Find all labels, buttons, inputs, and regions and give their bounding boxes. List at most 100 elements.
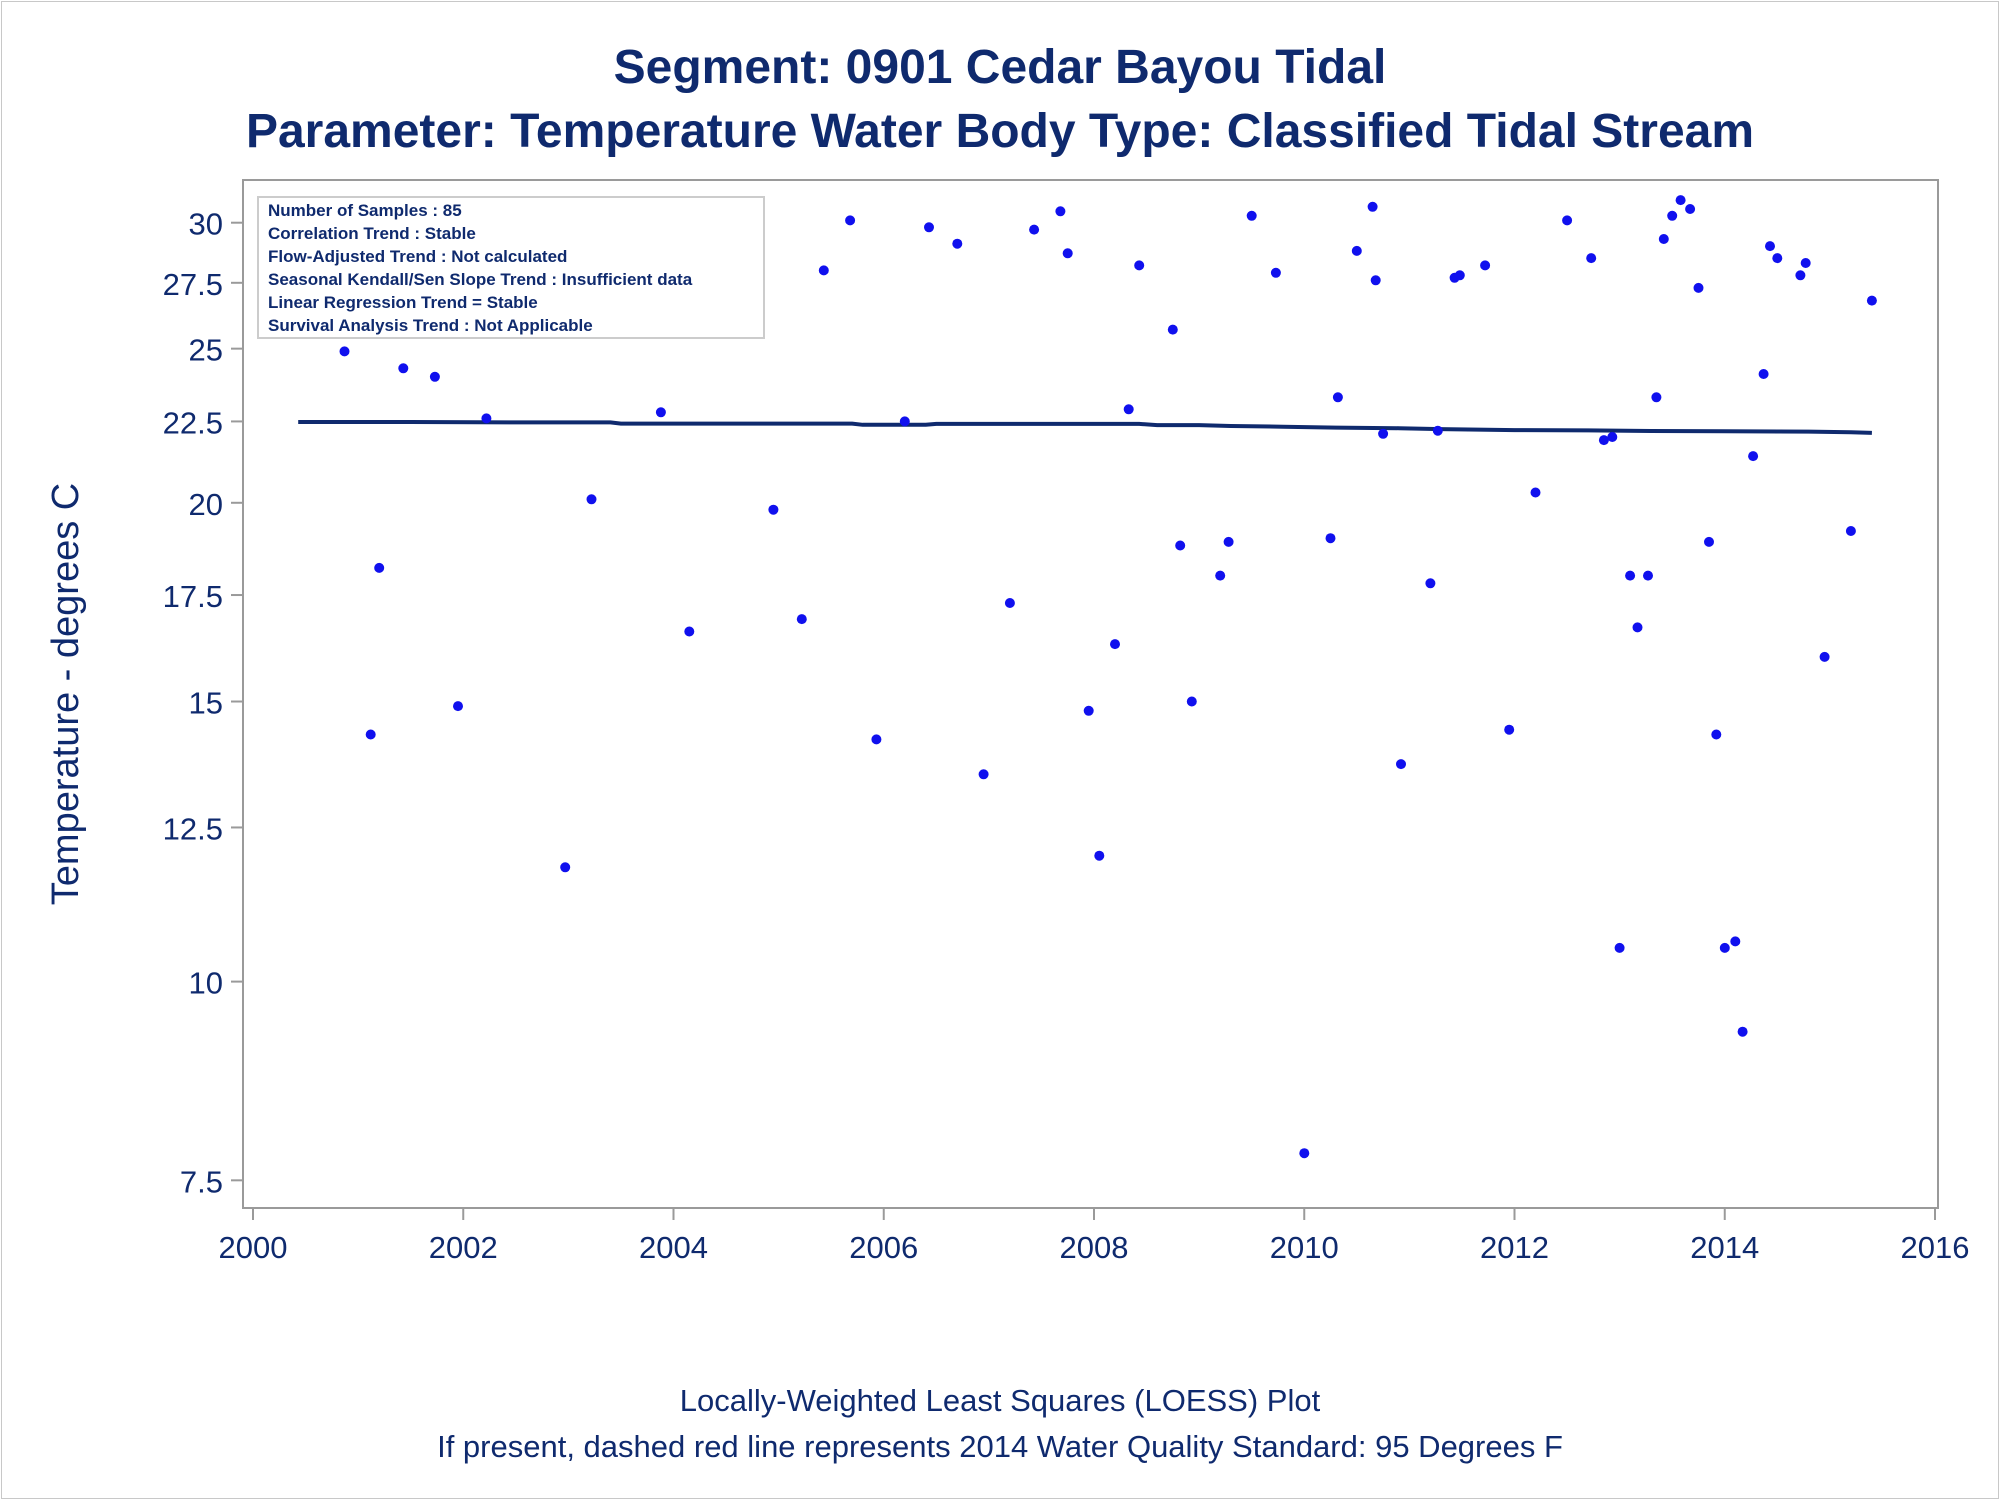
x-tick-label: 2010 — [1270, 1230, 1339, 1265]
y-axis-label: Temperature - degrees C — [45, 483, 87, 905]
sample-point — [374, 562, 385, 573]
sample-point — [1367, 201, 1378, 212]
sample-point — [1504, 724, 1515, 735]
sample-point — [1711, 729, 1722, 740]
sample-point — [1480, 260, 1491, 271]
y-tick-label: 15 — [189, 686, 223, 721]
sample-point — [1094, 850, 1105, 861]
sample-point — [1270, 267, 1281, 278]
legend-correlation-trend: Correlation Trend : Stable — [268, 224, 476, 243]
sample-point — [978, 769, 989, 780]
y-tick-label: 30 — [189, 207, 223, 242]
sample-point — [1175, 540, 1186, 551]
sample-point — [453, 701, 463, 712]
sample-point — [398, 363, 409, 374]
sample-point — [1562, 215, 1573, 226]
y-tick-label: 27.5 — [163, 267, 223, 302]
sample-point — [586, 494, 597, 505]
sample-point — [1675, 195, 1686, 206]
sample-point — [1186, 696, 1197, 707]
stats-legend: Number of Samples : 85 Correlation Trend… — [257, 196, 765, 339]
sample-point — [365, 729, 376, 740]
sample-point — [1795, 270, 1806, 281]
sample-point — [1325, 533, 1336, 544]
sample-point — [1055, 206, 1066, 217]
legend-survival-analysis-trend: Survival Analysis Trend : Not Applicable — [268, 316, 593, 335]
stats-legend-box — [257, 196, 765, 339]
sample-point — [1719, 942, 1730, 953]
sample-point — [845, 215, 856, 226]
sample-point — [1351, 245, 1362, 256]
legend-number-of-samples: Number of Samples : 85 — [268, 201, 462, 220]
sample-point — [1758, 369, 1769, 379]
legend-seasonal-kendall-trend: Seasonal Kendall/Sen Slope Trend : Insuf… — [268, 270, 693, 289]
sample-point — [871, 734, 882, 745]
sample-point — [924, 222, 934, 233]
legend-flow-adjusted-trend: Flow-Adjusted Trend : Not calculated — [268, 247, 567, 266]
sample-point — [1083, 705, 1094, 716]
y-axis: 7.5 10 12.5 15 17.5 20 22.5 25 27.5 30 — [163, 207, 243, 1199]
sample-point — [429, 371, 440, 382]
sample-point — [899, 416, 910, 427]
sample-point — [1651, 392, 1662, 403]
sample-point — [1029, 224, 1040, 235]
y-tick-label: 22.5 — [163, 405, 223, 440]
sample-point — [1378, 428, 1389, 439]
sample-point — [1685, 204, 1696, 214]
sample-point — [1748, 451, 1759, 462]
sample-point — [1110, 639, 1120, 650]
sample-point — [1215, 570, 1226, 581]
sample-point — [1432, 425, 1443, 436]
y-tick-label: 25 — [189, 333, 223, 368]
sample-point — [1123, 404, 1134, 415]
sample-point — [1614, 942, 1625, 953]
sample-point — [1845, 526, 1856, 536]
y-tick-label: 12.5 — [163, 811, 223, 846]
footnote-water-quality-standard: If present, dashed red line represents 2… — [437, 1429, 1563, 1464]
x-tick-label: 2006 — [849, 1230, 918, 1265]
sample-point — [560, 862, 571, 873]
sample-point — [1667, 210, 1678, 221]
sample-point — [1819, 651, 1830, 662]
sample-point — [1598, 435, 1609, 446]
y-tick-label: 17.5 — [163, 579, 223, 614]
loess-fit-path — [298, 420, 1872, 435]
sample-point — [1800, 258, 1811, 268]
sample-point — [1643, 570, 1653, 581]
sample-point — [1607, 432, 1618, 442]
x-tick-label: 2008 — [1060, 1230, 1129, 1265]
x-tick-label: 2004 — [639, 1230, 708, 1265]
sample-point — [1737, 1026, 1748, 1037]
sample-point — [1866, 295, 1877, 306]
x-tick-label: 2014 — [1690, 1230, 1759, 1265]
sample-point — [1299, 1148, 1310, 1159]
sample-point — [339, 346, 350, 357]
sample-point — [768, 504, 779, 515]
sample-point — [1693, 282, 1704, 293]
sample-point — [1632, 622, 1643, 633]
x-tick-label: 2016 — [1901, 1230, 1970, 1265]
sample-point — [481, 413, 492, 424]
footnote-loess: Locally-Weighted Least Squares (LOESS) P… — [680, 1383, 1321, 1418]
x-tick-label: 2002 — [429, 1230, 498, 1265]
sample-point — [1658, 234, 1669, 244]
sample-point — [818, 265, 829, 276]
sample-points — [293, 195, 1877, 1159]
x-tick-label: 2000 — [219, 1230, 288, 1265]
sample-point — [1425, 578, 1436, 589]
sample-point — [1246, 210, 1257, 221]
sample-point — [1167, 324, 1178, 335]
sample-point — [655, 407, 666, 418]
sample-point — [1396, 759, 1406, 770]
sample-point — [1454, 270, 1465, 281]
x-tick-label: 2012 — [1480, 1230, 1549, 1265]
sample-point — [1704, 536, 1714, 547]
sample-point — [1062, 248, 1073, 259]
sample-point — [1134, 260, 1145, 271]
sample-point — [1730, 936, 1741, 947]
plot-area — [242, 179, 1939, 1209]
chart-title: Segment: 0901 Cedar Bayou Tidal — [614, 41, 1387, 94]
legend-linear-regression-trend: Linear Regression Trend = Stable — [268, 293, 538, 312]
sample-point — [952, 238, 963, 249]
